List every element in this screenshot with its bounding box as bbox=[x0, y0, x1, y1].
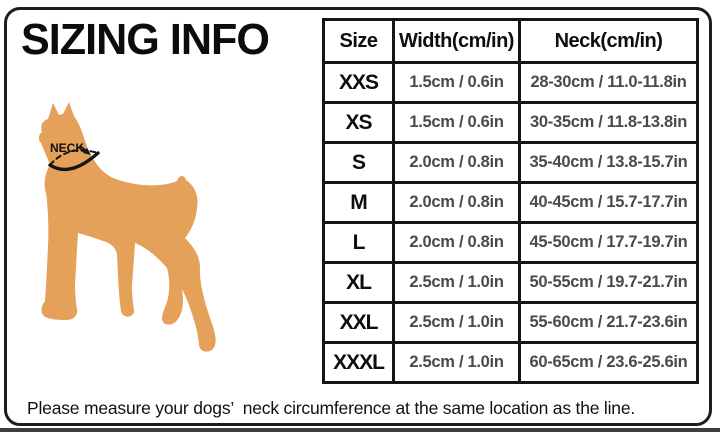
collar-line-dashed bbox=[49, 149, 99, 166]
size-value: S bbox=[322, 141, 395, 184]
sizing-table: Size Width(cm/in) Neck(cm/in) XXS 1.5cm … bbox=[322, 18, 699, 384]
measurement-note: Please measure your dogs’ neck circumfer… bbox=[27, 398, 636, 418]
table-row: XL 2.5cm / 1.0in 50-55cm / 19.7-21.7in bbox=[322, 261, 699, 304]
size-value: XXS bbox=[322, 61, 395, 104]
table-row: S 2.0cm / 0.8in 35-40cm / 13.8-15.7in bbox=[322, 141, 699, 184]
width-value: 2.0cm / 0.8in bbox=[392, 221, 521, 264]
size-value: XXL bbox=[322, 301, 395, 344]
neck-value: 40-45cm / 15.7-17.7in bbox=[518, 181, 699, 224]
size-value: M bbox=[322, 181, 395, 224]
dog-silhouette-icon: NECK bbox=[38, 102, 216, 352]
neck-label: NECK bbox=[50, 141, 84, 155]
panel-border bbox=[4, 7, 712, 426]
neck-value: 60-65cm / 23.6-25.6in bbox=[518, 341, 699, 384]
neck-value: 30-35cm / 11.8-13.8in bbox=[518, 101, 699, 144]
header-neck: Neck(cm/in) bbox=[518, 18, 699, 64]
header-size: Size bbox=[322, 18, 395, 64]
neck-value: 35-40cm / 13.8-15.7in bbox=[518, 141, 699, 184]
bottom-edge-strip bbox=[0, 428, 720, 432]
dog-neck-diagram: NECK bbox=[38, 98, 243, 366]
size-value: XS bbox=[322, 101, 395, 144]
neck-arrowhead-icon bbox=[83, 148, 91, 155]
width-value: 2.5cm / 1.0in bbox=[392, 301, 521, 344]
collar-line-solid bbox=[48, 151, 100, 172]
neck-value: 28-30cm / 11.0-11.8in bbox=[518, 61, 699, 104]
table-row: XXXL 2.5cm / 1.0in 60-65cm / 23.6-25.6in bbox=[322, 341, 699, 384]
width-value: 1.5cm / 0.6in bbox=[392, 101, 521, 144]
table-row: L 2.0cm / 0.8in 45-50cm / 17.7-19.7in bbox=[322, 221, 699, 264]
width-value: 2.0cm / 0.8in bbox=[392, 141, 521, 184]
width-value: 2.5cm / 1.0in bbox=[392, 341, 521, 384]
table-row: XS 1.5cm / 0.6in 30-35cm / 11.8-13.8in bbox=[322, 101, 699, 144]
table-row: M 2.0cm / 0.8in 40-45cm / 15.7-17.7in bbox=[322, 181, 699, 224]
table-row: XXS 1.5cm / 0.6in 28-30cm / 11.0-11.8in bbox=[322, 61, 699, 104]
page-title: SIZING INFO bbox=[21, 15, 270, 64]
table-row: XXL 2.5cm / 1.0in 55-60cm / 21.7-23.6in bbox=[322, 301, 699, 344]
width-value: 1.5cm / 0.6in bbox=[392, 61, 521, 104]
size-value: XL bbox=[322, 261, 395, 304]
neck-value: 50-55cm / 19.7-21.7in bbox=[518, 261, 699, 304]
width-value: 2.0cm / 0.8in bbox=[392, 181, 521, 224]
width-value: 2.5cm / 1.0in bbox=[392, 261, 521, 304]
neck-value: 45-50cm / 17.7-19.7in bbox=[518, 221, 699, 264]
size-value: XXXL bbox=[322, 341, 395, 384]
size-value: L bbox=[322, 221, 395, 264]
neck-value: 55-60cm / 21.7-23.6in bbox=[518, 301, 699, 344]
table-header-row: Size Width(cm/in) Neck(cm/in) bbox=[322, 18, 699, 64]
header-width: Width(cm/in) bbox=[392, 18, 521, 64]
